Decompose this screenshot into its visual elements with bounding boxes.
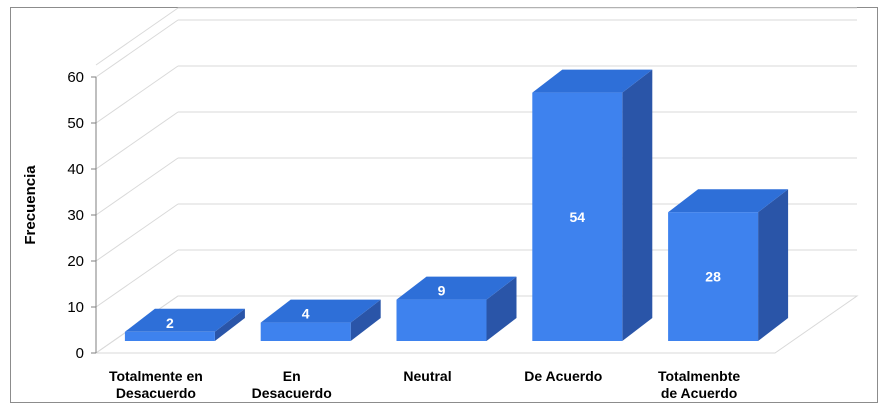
y-tick-label: 40 — [67, 161, 84, 178]
x-tick-label: Desacuerdo — [252, 385, 332, 401]
x-tick-label: De Acuerdo — [524, 368, 602, 384]
bar — [668, 212, 759, 341]
gridline-side — [95, 249, 179, 308]
y-tick-label: 0 — [76, 345, 84, 362]
bar-top — [668, 189, 789, 213]
data-label: 4 — [302, 306, 310, 322]
x-tick-label: Neutral — [403, 368, 451, 384]
x-tick-label: Totalmenbte — [658, 368, 740, 384]
gridline-side — [95, 65, 179, 124]
x-tick-label: Desacuerdo — [116, 385, 196, 401]
bar-side — [622, 69, 653, 341]
y-tick-label: 30 — [67, 207, 84, 224]
bar-top — [124, 308, 245, 332]
bar-side — [214, 308, 245, 341]
bar — [260, 322, 351, 341]
bar-top — [396, 276, 517, 300]
gridline-side — [95, 7, 179, 66]
bar-side — [486, 276, 517, 341]
y-tick-label: 50 — [67, 115, 84, 132]
bar-side — [758, 189, 789, 341]
gridline-side — [95, 157, 179, 216]
bar — [124, 331, 215, 341]
y-tick-label: 60 — [67, 69, 84, 86]
x-tick-label: Totalmente en — [109, 368, 203, 384]
data-label: 2 — [166, 315, 174, 331]
y-tick-label: 10 — [67, 299, 84, 316]
bar — [532, 92, 623, 341]
gridline-side — [95, 19, 179, 78]
bar-side — [350, 299, 381, 341]
x-tick-label: En — [283, 368, 301, 384]
bar-top — [260, 299, 381, 323]
y-tick-label: 20 — [67, 253, 84, 270]
data-label: 28 — [705, 269, 721, 285]
bar — [396, 299, 487, 341]
gridline-side — [95, 203, 179, 262]
gridline-side — [95, 111, 179, 170]
bar-top — [532, 69, 653, 93]
data-label: 9 — [438, 283, 446, 299]
data-label: 54 — [570, 209, 586, 225]
x-tick-label: de Acuerdo — [661, 385, 738, 401]
